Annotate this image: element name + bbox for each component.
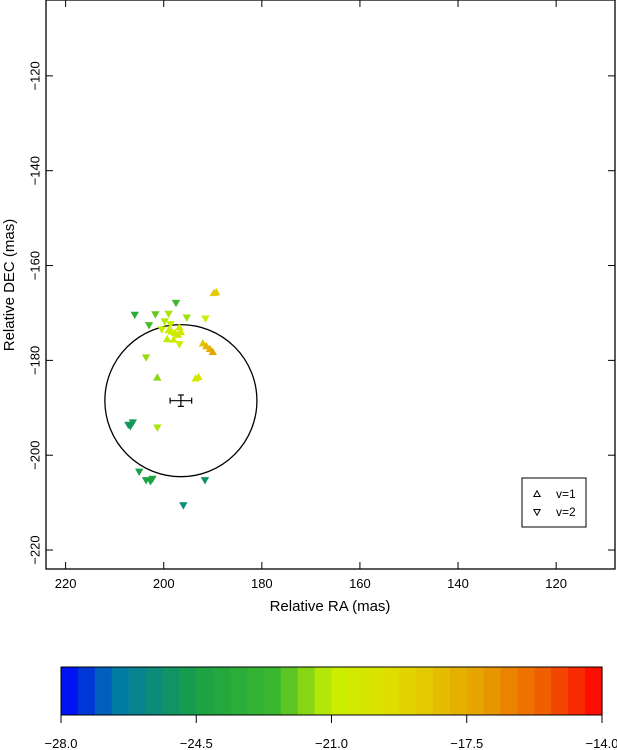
colorbar-swatch <box>111 667 130 715</box>
colorbar-swatch <box>61 667 79 715</box>
y-tick-label: −160 <box>27 251 42 280</box>
colorbar-tick-label: −14.0 <box>586 736 617 750</box>
v2-spot-marker <box>171 299 181 308</box>
x-axis-label: Relative RA (mas) <box>270 598 391 615</box>
y-tick-label: −220 <box>27 535 42 564</box>
colorbar-swatch <box>213 667 231 715</box>
v1-spot-marker <box>175 322 184 331</box>
v2-spot-marker <box>157 326 166 334</box>
v2-spot-marker <box>151 311 160 319</box>
colorbar-swatch <box>77 667 96 715</box>
velocity-colorbar: −28.0 −24.5 −21.0 −17.5 −14.0 <box>45 666 617 750</box>
plot-axes: Relative RA (mas) Relative DEC (mas) 220… <box>1 0 616 615</box>
legend-label: v=2 <box>556 505 576 519</box>
v2-spot-marker <box>148 475 157 484</box>
maser-spots-layer <box>124 287 221 510</box>
colorbar-swatch <box>297 667 316 715</box>
v2-spot-marker <box>153 424 162 432</box>
v2-spot-marker <box>144 322 154 330</box>
y-axis-label: Relative DEC (mas) <box>1 219 18 352</box>
v1-spot-marker <box>191 374 200 382</box>
colorbar-swatch <box>382 667 400 715</box>
colorbar-swatch <box>196 667 214 715</box>
colorbar-swatch <box>568 667 586 715</box>
colorbar-swatch <box>280 667 299 715</box>
v1-spot-marker <box>208 347 217 355</box>
colorbar-swatch <box>179 667 197 715</box>
v2-spot-marker <box>134 468 144 476</box>
colorbar-swatch <box>365 667 383 715</box>
colorbar-tick-label: −28.0 <box>45 736 78 750</box>
colorbar-tick-label: −17.5 <box>450 736 483 750</box>
v2-spot-marker <box>182 314 191 322</box>
v2-spot-marker <box>175 341 184 349</box>
v2-spot-marker <box>179 502 188 510</box>
colorbar-swatch <box>483 667 502 715</box>
colorbar-swatch <box>348 667 366 715</box>
y-tick-label: −120 <box>27 61 42 90</box>
colorbar-swatch <box>585 667 603 715</box>
x-tick-label: 220 <box>55 576 77 591</box>
colorbar-tick-label: −24.5 <box>180 736 213 750</box>
v2-spot-marker <box>166 321 175 329</box>
y-tick-label: −140 <box>27 156 42 185</box>
x-tick-label: 180 <box>251 576 273 591</box>
v1-spot-marker <box>212 287 221 296</box>
colorbar-tick-label: −21.0 <box>315 736 348 750</box>
colorbar-swatch <box>449 667 468 715</box>
v2-spot-marker <box>200 477 210 485</box>
plot-frame <box>45 0 616 570</box>
v2-spot-marker <box>141 354 151 362</box>
colorbar-swatch <box>128 667 147 715</box>
colorbar-swatch <box>466 667 485 715</box>
y-tick-label: −180 <box>27 346 42 375</box>
colorbar-swatch <box>416 667 434 715</box>
beam-circle <box>104 323 258 478</box>
colorbar-swatch <box>246 667 265 715</box>
v1-spot-marker <box>169 335 178 343</box>
v2-spot-marker <box>126 423 135 431</box>
v2-spot-marker <box>160 318 169 326</box>
x-tick-label: 200 <box>153 576 175 591</box>
colorbar-swatch <box>500 667 519 715</box>
colorbar-swatch <box>94 667 113 715</box>
beam-ellipse-layer <box>104 323 258 478</box>
v2-spot-marker <box>201 315 210 323</box>
v1-spot-marker <box>162 334 172 343</box>
colorbar-swatch <box>551 667 569 715</box>
v2-spot-marker <box>130 311 139 320</box>
legend-triangle-up-icon <box>532 489 542 498</box>
x-tick-label: 140 <box>447 576 469 591</box>
v2-spot-marker <box>164 310 173 319</box>
colorbar-swatch <box>263 667 282 715</box>
v2-spot-marker <box>128 419 138 427</box>
y-tick-label: −200 <box>27 441 42 470</box>
colorbar-swatch <box>432 667 451 715</box>
colorbar-swatch <box>145 667 164 715</box>
chart-legend: v=1v=2 <box>521 477 587 528</box>
legend-triangle-down-icon <box>532 508 542 517</box>
colorbar-swatch <box>331 667 350 715</box>
v1-spot-marker <box>153 373 162 381</box>
x-tick-label: 120 <box>545 576 567 591</box>
colorbar-swatch <box>534 667 552 715</box>
v1-spot-marker <box>176 327 186 336</box>
colorbar-swatch <box>162 667 180 715</box>
legend-box <box>521 477 587 528</box>
colorbar-swatch <box>314 667 333 715</box>
colorbar-swatch <box>230 667 248 715</box>
colorbar-swatch <box>517 667 535 715</box>
colorbar-swatch <box>399 667 417 715</box>
legend-label: v=1 <box>556 487 576 501</box>
x-tick-label: 160 <box>349 576 371 591</box>
